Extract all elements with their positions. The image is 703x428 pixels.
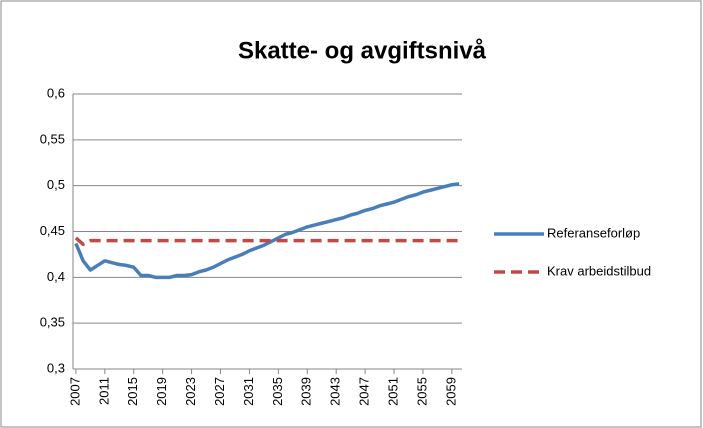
x-tick-label: 2015 (125, 377, 140, 406)
x-tick-label: 2051 (385, 377, 400, 406)
y-tick-label: 0,55 (40, 131, 65, 146)
x-tick-label: 2059 (443, 377, 458, 406)
y-tick-label: 0,3 (47, 360, 65, 375)
legend-label: Krav arbeidstilbud (547, 263, 651, 278)
legend-label: Referanseforløp (547, 225, 640, 240)
x-tick-label: 2027 (212, 377, 227, 406)
x-tick-label: 2011 (96, 377, 111, 405)
x-tick-label: 2055 (414, 377, 429, 406)
y-tick-label: 0,35 (40, 315, 65, 330)
x-tick-label: 2047 (357, 377, 372, 406)
y-tick-label: 0,45 (40, 223, 65, 238)
x-tick-label: 2023 (183, 377, 198, 406)
y-tick-label: 0,4 (47, 269, 65, 284)
y-tick-label: 0,6 (47, 85, 65, 100)
x-tick-label: 2043 (328, 377, 343, 406)
y-tick-label: 0,5 (47, 177, 65, 192)
x-tick-label: 2039 (299, 377, 314, 406)
x-tick-label: 2019 (154, 377, 169, 406)
x-tick-label: 2007 (67, 377, 82, 406)
line-series (74, 236, 460, 247)
line-series (74, 182, 460, 280)
chart-title: Skatte- og avgiftsnivå (238, 37, 487, 64)
x-tick-label: 2031 (241, 377, 256, 406)
x-tick-label: 2035 (270, 377, 285, 406)
